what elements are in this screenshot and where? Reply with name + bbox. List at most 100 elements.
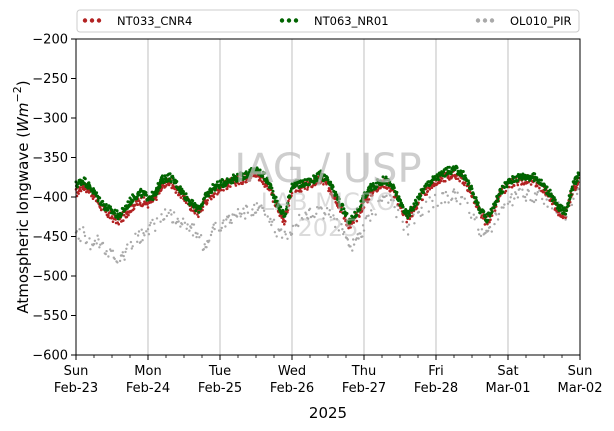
x-tick-label-date: Feb-27	[342, 381, 386, 396]
data-point	[88, 237, 91, 240]
data-point	[209, 233, 213, 237]
data-point	[335, 193, 339, 197]
data-point	[367, 189, 371, 193]
data-point	[237, 182, 241, 186]
data-point	[440, 201, 443, 205]
data-point	[516, 196, 520, 199]
data-point	[260, 204, 263, 207]
data-point	[572, 197, 575, 200]
data-point	[244, 217, 247, 220]
data-point	[196, 213, 199, 216]
data-point	[269, 183, 273, 187]
data-point	[532, 200, 536, 204]
data-point	[263, 213, 267, 216]
data-point	[220, 226, 223, 230]
data-point	[155, 217, 159, 220]
data-point	[534, 198, 538, 202]
data-point	[545, 185, 549, 189]
data-point	[102, 203, 106, 206]
data-point	[512, 184, 516, 187]
data-point	[355, 213, 359, 217]
data-point	[411, 214, 414, 218]
data-point	[352, 221, 356, 224]
data-point	[272, 218, 276, 221]
data-point	[222, 219, 225, 222]
data-point	[98, 196, 102, 200]
data-point	[413, 204, 417, 208]
data-point	[415, 206, 419, 210]
data-point	[487, 229, 490, 232]
data-point	[349, 245, 352, 248]
data-point	[141, 239, 144, 242]
data-point	[516, 183, 520, 187]
data-point	[77, 237, 80, 240]
data-point	[433, 193, 437, 197]
data-point	[146, 203, 149, 206]
data-point	[362, 229, 366, 232]
data-point	[136, 234, 140, 237]
data-point	[217, 191, 220, 194]
data-point	[463, 197, 466, 200]
data-point	[225, 218, 228, 221]
data-point	[285, 205, 289, 209]
data-point	[536, 191, 539, 194]
data-point	[437, 178, 441, 181]
data-point	[158, 192, 161, 195]
data-point	[325, 207, 329, 210]
data-point	[248, 179, 252, 182]
data-point	[125, 247, 128, 250]
watermark-line-2: LAB MICRO	[261, 188, 396, 216]
data-point	[484, 215, 488, 219]
x-tick-label-day: Sun	[568, 364, 593, 379]
data-point	[389, 198, 393, 202]
data-point	[97, 238, 100, 241]
data-point	[210, 230, 214, 233]
data-point	[109, 249, 113, 253]
data-point	[421, 213, 424, 216]
data-point	[146, 228, 150, 231]
x-tick-label-date: Feb-23	[54, 381, 98, 396]
data-point	[280, 236, 284, 239]
data-point	[506, 202, 510, 205]
data-point	[222, 189, 225, 192]
data-point	[242, 207, 245, 210]
data-point	[577, 173, 581, 177]
data-point	[327, 213, 331, 216]
data-point	[514, 192, 518, 196]
data-point	[181, 223, 184, 226]
data-point	[565, 209, 569, 212]
data-point	[316, 181, 320, 185]
data-point	[575, 179, 579, 183]
data-point	[362, 206, 366, 209]
data-point	[175, 180, 179, 183]
data-point	[258, 168, 262, 172]
data-point	[290, 232, 294, 236]
data-point	[475, 199, 479, 202]
data-point	[284, 233, 287, 236]
data-point	[224, 225, 227, 228]
data-point	[384, 175, 388, 179]
data-point	[109, 205, 112, 209]
data-point	[156, 188, 160, 192]
data-point	[268, 220, 271, 223]
data-point	[284, 207, 288, 211]
data-point	[125, 215, 129, 219]
data-point	[193, 212, 197, 215]
data-point	[454, 197, 457, 200]
data-point	[459, 202, 462, 206]
legend-label: NT063_NR01	[314, 14, 389, 28]
data-point	[99, 243, 102, 246]
data-point	[531, 199, 534, 203]
data-point	[142, 232, 145, 235]
data-point	[276, 199, 280, 203]
data-point	[356, 233, 359, 236]
data-point	[126, 243, 129, 246]
data-point	[139, 201, 142, 205]
data-point	[163, 218, 166, 221]
data-point	[333, 217, 336, 220]
data-point	[189, 209, 193, 212]
x-tick-label-day: Thu	[351, 364, 376, 379]
data-point	[370, 188, 374, 192]
data-point	[145, 230, 148, 233]
data-point	[230, 221, 233, 225]
